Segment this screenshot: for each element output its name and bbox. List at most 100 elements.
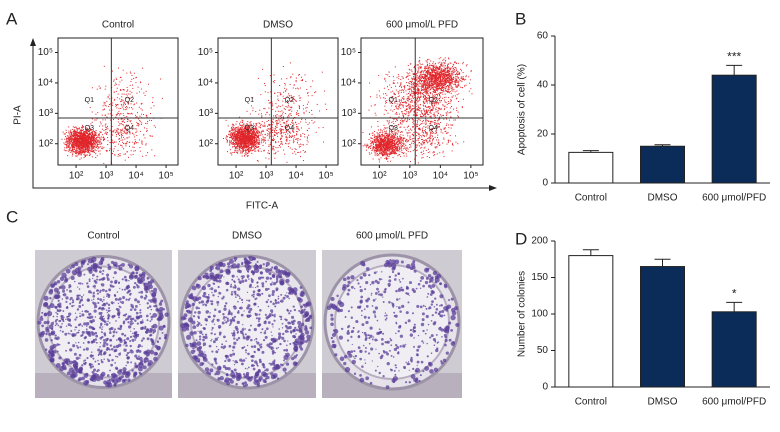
dot	[247, 131, 249, 133]
dot	[127, 97, 129, 99]
dot	[377, 140, 379, 142]
dot	[315, 91, 317, 93]
dot	[82, 133, 84, 135]
dot	[307, 101, 309, 103]
dot	[382, 140, 384, 142]
dot	[231, 129, 233, 131]
dot	[386, 146, 388, 148]
dot	[252, 149, 254, 151]
dot	[87, 151, 89, 153]
dot	[237, 146, 239, 148]
arrow	[30, 38, 36, 46]
dot	[107, 96, 109, 98]
dot	[124, 116, 126, 118]
dot	[374, 154, 376, 156]
dot	[82, 147, 84, 149]
dot	[247, 141, 249, 143]
dot	[74, 147, 76, 149]
dot	[383, 154, 385, 156]
dot	[239, 146, 241, 148]
dot	[67, 140, 69, 142]
dot	[245, 142, 247, 144]
dot	[272, 149, 274, 151]
dot	[75, 138, 77, 140]
dot	[371, 144, 373, 146]
dot	[82, 146, 84, 148]
dot	[290, 113, 292, 115]
dot	[84, 152, 86, 154]
dot	[272, 145, 274, 147]
dot	[379, 137, 381, 139]
dot	[96, 88, 98, 90]
dot	[241, 143, 243, 145]
dot	[129, 127, 131, 129]
dot	[389, 130, 391, 132]
dot	[130, 80, 132, 82]
dot	[296, 124, 298, 126]
dot	[322, 127, 324, 129]
dot	[371, 149, 373, 151]
dot	[116, 87, 118, 89]
dot	[240, 141, 242, 143]
dot	[73, 133, 75, 135]
dot	[308, 127, 310, 129]
dot	[424, 79, 426, 81]
dot	[283, 97, 285, 99]
dot	[252, 146, 254, 148]
dot	[284, 87, 286, 89]
dot	[99, 141, 101, 143]
dot	[240, 137, 242, 139]
dot	[85, 144, 87, 146]
dot	[378, 142, 380, 144]
dot	[251, 134, 253, 136]
dot	[75, 141, 77, 143]
dot	[98, 141, 100, 143]
dot	[111, 114, 113, 116]
dot	[296, 134, 298, 136]
dot	[237, 130, 239, 132]
dot	[239, 132, 241, 134]
dot	[286, 102, 288, 104]
dot	[118, 125, 120, 127]
dot	[107, 97, 109, 99]
dot	[83, 140, 85, 142]
dot	[161, 97, 163, 99]
dot	[252, 136, 254, 138]
dot	[70, 144, 72, 146]
dot	[92, 148, 94, 150]
dot	[244, 145, 246, 147]
dot	[271, 139, 273, 141]
dot	[80, 137, 82, 139]
dot	[389, 141, 391, 143]
dot	[295, 100, 297, 102]
dot	[429, 78, 431, 80]
dot	[89, 129, 91, 131]
dot	[250, 142, 252, 144]
dot	[82, 138, 84, 140]
dot	[372, 146, 374, 148]
dot	[133, 134, 135, 136]
dot	[78, 143, 80, 145]
dot	[285, 139, 287, 141]
dot	[262, 129, 264, 131]
dot	[257, 150, 259, 152]
dot	[265, 114, 267, 116]
dot	[93, 142, 95, 144]
dot	[456, 84, 458, 86]
y-tick-label: 10⁵	[38, 47, 53, 58]
dot	[120, 122, 122, 124]
dot	[118, 84, 120, 86]
dot	[78, 145, 80, 147]
dot	[121, 146, 123, 148]
dot	[83, 147, 85, 149]
dot	[286, 139, 288, 141]
dot	[308, 122, 310, 124]
dot	[141, 140, 143, 142]
dot	[246, 139, 248, 141]
quadrant-label: Q4	[125, 125, 134, 132]
dot	[135, 114, 137, 116]
dot	[373, 147, 375, 149]
dot	[272, 128, 274, 130]
dot	[264, 126, 266, 128]
dot	[386, 132, 388, 134]
